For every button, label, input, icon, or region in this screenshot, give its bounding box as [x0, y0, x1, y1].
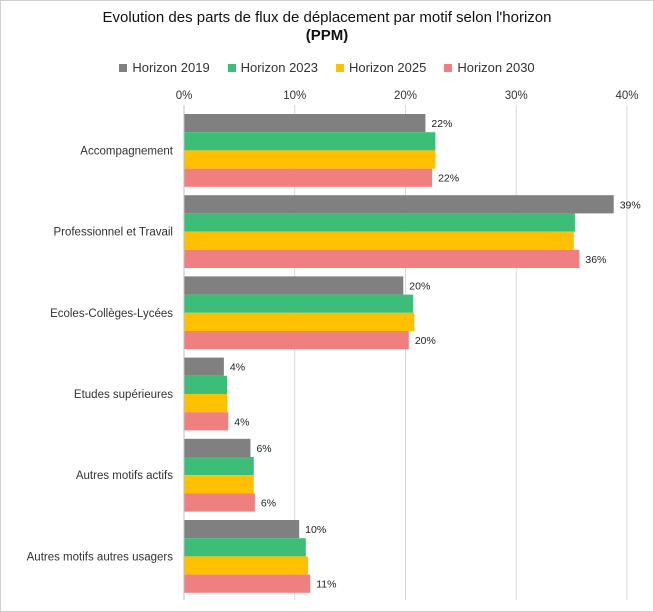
chart-subtitle: (PPM)	[305, 27, 349, 44]
legend-entry-3: Horizon 2030	[444, 60, 535, 75]
bar-horizon-2025	[184, 312, 415, 331]
data-label: 10%	[305, 524, 326, 536]
bar-horizon-2023	[184, 375, 228, 394]
bar-horizon-2023	[184, 132, 436, 151]
bar-horizon-2019	[184, 114, 426, 133]
bar-horizon-2023	[184, 213, 575, 232]
legend-entry-0: Horizon 2019	[119, 60, 210, 75]
data-label: 36%	[585, 254, 606, 266]
x-tick-label: 10%	[283, 90, 306, 102]
bar-horizon-2025	[184, 231, 574, 250]
data-label: 4%	[234, 416, 249, 428]
legend-entry-2: Horizon 2025	[336, 60, 426, 75]
bar-horizon-2019	[184, 520, 300, 539]
chart-legend: Horizon 2019 Horizon 2023 Horizon 2025 Hori…	[0, 60, 654, 75]
bar-horizon-2019	[184, 276, 404, 295]
data-label: 6%	[256, 443, 271, 455]
bar-horizon-2030	[184, 574, 311, 593]
chart-title: Evolution des parts de flux de déplaceme…	[102, 9, 552, 26]
bar-horizon-2030	[184, 168, 433, 187]
data-label: 6%	[261, 498, 276, 510]
bar-horizon-2023	[184, 457, 254, 476]
legend-swatch	[444, 63, 453, 72]
data-label: 22%	[431, 118, 452, 130]
legend-swatch	[227, 63, 236, 72]
bar-horizon-2023	[184, 294, 414, 313]
legend-swatch	[119, 63, 128, 72]
bar-horizon-2025	[184, 475, 254, 494]
data-label: 4%	[230, 362, 245, 374]
category-label: Ecoles-Collèges-Lycées	[50, 308, 173, 320]
chart-title-block: Evolution des parts de flux de déplaceme…	[0, 9, 654, 45]
bar-horizon-2019	[184, 357, 224, 376]
data-label: 22%	[438, 173, 459, 185]
legend-label: Horizon 2025	[349, 60, 427, 75]
x-tick-label: 30%	[505, 90, 528, 102]
bar-horizon-2019	[184, 195, 614, 214]
category-label: Professionnel et Travail	[53, 227, 173, 239]
data-label: 11%	[316, 579, 336, 591]
category-label: Autres motifs actifs	[76, 470, 173, 482]
legend-label: Horizon 2023	[240, 60, 318, 75]
category-label: Accompagnement	[80, 145, 173, 157]
legend-swatch	[336, 63, 344, 72]
bar-horizon-2019	[184, 438, 251, 457]
bar-horizon-2030	[184, 412, 229, 431]
legend-entry-1: Horizon 2023	[227, 60, 318, 75]
data-label: 39%	[620, 199, 641, 211]
x-tick-label: 20%	[394, 90, 417, 102]
bar-horizon-2030	[184, 331, 409, 350]
x-tick-label: 0%	[176, 90, 193, 102]
x-tick-label: 40%	[615, 90, 638, 102]
category-label: Autres motifs autres usagers	[27, 551, 174, 563]
bar-horizon-2025	[184, 556, 309, 575]
bar-horizon-2023	[184, 538, 306, 557]
data-label: 20%	[415, 335, 436, 347]
bar-horizon-2030	[184, 493, 255, 512]
legend-label: Horizon 2030	[457, 60, 535, 75]
data-label: 20%	[409, 281, 430, 293]
bar-horizon-2025	[184, 150, 436, 169]
category-label: Etudes supérieures	[74, 389, 173, 401]
legend-label: Horizon 2019	[132, 60, 210, 75]
bar-horizon-2030	[184, 249, 580, 268]
bar-horizon-2025	[184, 394, 228, 413]
